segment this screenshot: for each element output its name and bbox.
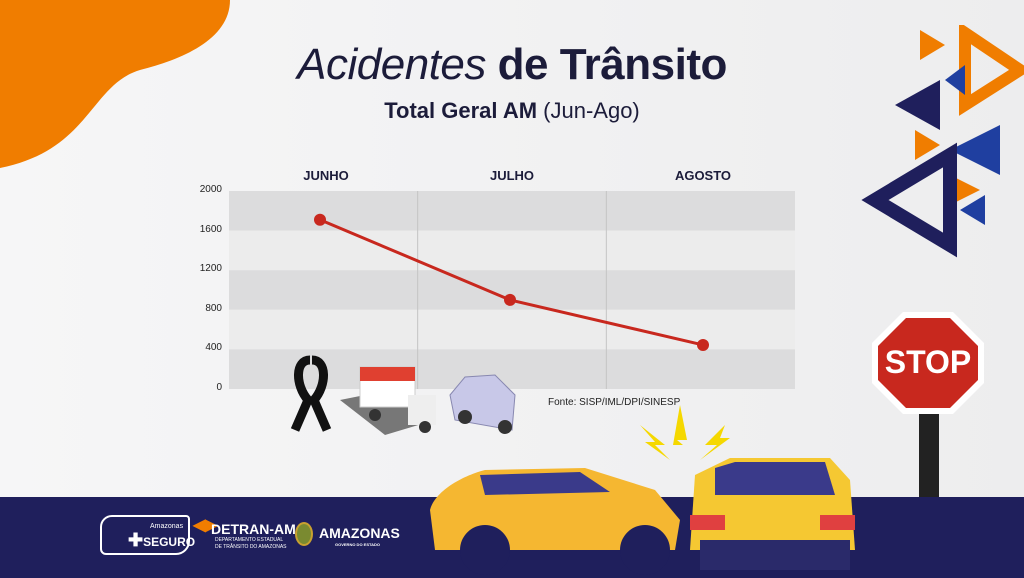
logo2-line1: DEPARTAMENTO ESTADUAL (215, 537, 284, 543)
page-subtitle: Total Geral AM (Jun-Ago) (0, 98, 1024, 124)
y-tick-label: 1600 (199, 223, 222, 235)
amazonas-seguro-logo: Amazonas ✚SEGURO (100, 515, 195, 555)
coat-of-arms-icon (295, 522, 313, 546)
car-crash-illustration (430, 405, 855, 575)
plus-icon: ✚ (128, 530, 144, 550)
detran-am-logo: ◀▶ DETRAN-AM DEPARTAMENTO ESTADUAL DE TR… (193, 515, 296, 550)
page-title: Acidentes de Trânsito (0, 40, 1024, 90)
logo3-small: GOVERNO DO ESTADO (335, 542, 381, 547)
category-label: JULHO (489, 168, 535, 183)
logo1-text: ✚SEGURO (128, 530, 195, 551)
logo1-small: Amazonas (150, 523, 184, 530)
data-point (504, 293, 516, 306)
logo2-big: DETRAN-AM (211, 521, 296, 537)
amazonas-government-logo: AMAZONAS GOVERNO DO ESTADO (295, 522, 400, 551)
y-tick-label: 0 (216, 382, 222, 393)
grid-band (229, 191, 795, 231)
grid-band (229, 230, 795, 271)
subtitle-bold: Total Geral AM (384, 98, 538, 123)
data-point (314, 213, 326, 226)
y-tick-label: 400 (205, 342, 222, 354)
logo3-big: AMAZONAS (319, 525, 400, 541)
source-note: Fonte: SISP/IML/DPI/SINESP (548, 397, 681, 408)
left-car-icon (430, 468, 680, 575)
lightning-icon (640, 405, 730, 460)
y-tick-label: 800 (205, 302, 222, 314)
crashed-car-icon (449, 374, 516, 434)
data-point (697, 338, 709, 351)
ambulance-icon (340, 366, 436, 435)
subtitle-range: (Jun-Ago) (543, 98, 640, 123)
category-label: AGOSTO (674, 168, 732, 183)
triangle-icon: ◀▶ (193, 517, 218, 534)
logo1-big: SEGURO (143, 535, 196, 549)
mourning-ribbon-icon (290, 355, 332, 432)
triangles-decoration (861, 25, 1024, 258)
illustrations (290, 355, 516, 435)
title-bold: de Trânsito (497, 40, 728, 89)
stop-sign-icon (872, 312, 984, 414)
y-tick-label: 1200 (199, 263, 222, 275)
category-label: JUNHO (303, 168, 349, 183)
grid-band (229, 309, 795, 350)
stop-sign-text: STOP (884, 344, 972, 380)
y-tick-label: 2000 (199, 184, 222, 195)
title-italic: Acidentes (297, 40, 486, 89)
orange-blob-decoration (0, 0, 230, 168)
logo2-line2: DE TRÂNSITO DO AMAZONAS (215, 544, 287, 550)
right-car-icon (690, 458, 855, 570)
